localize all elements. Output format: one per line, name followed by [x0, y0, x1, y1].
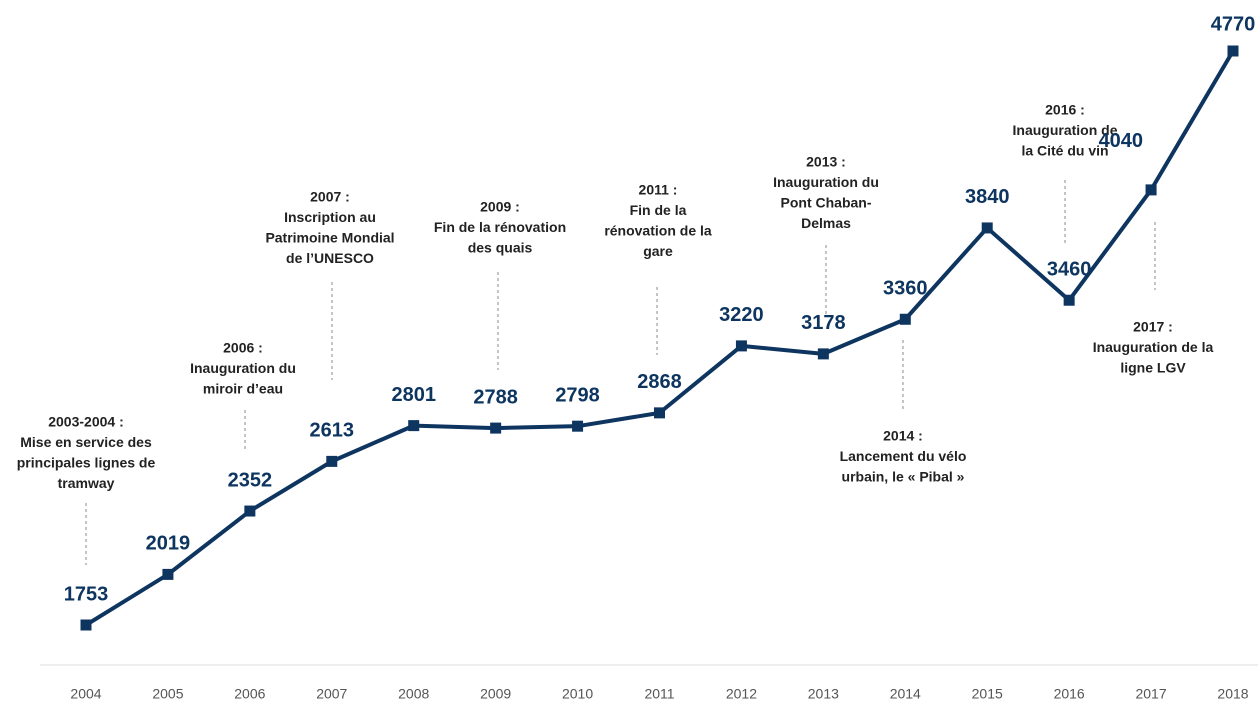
annotation-text: Delmas [801, 215, 851, 231]
annotation-text: principales lignes de [17, 455, 156, 471]
point [326, 455, 338, 467]
x-tick-label: 2013 [808, 686, 839, 702]
point [1145, 184, 1157, 196]
data-label: 2613 [310, 420, 355, 442]
annotation-text: 2014 : [883, 428, 923, 444]
point [490, 422, 502, 434]
point [162, 568, 174, 580]
annotation-text: 2007 : [310, 189, 350, 205]
x-tick-label: 2004 [70, 686, 101, 702]
data-label: 3840 [965, 186, 1010, 208]
annotation-text: Pont Chaban- [781, 195, 872, 211]
point [1227, 45, 1239, 57]
annotation-text: urbain, le « Pibal » [842, 469, 965, 485]
annotation-text: Inscription au [284, 209, 376, 225]
x-tick-label: 2015 [972, 686, 1003, 702]
annotation-text: Inauguration de [1013, 122, 1118, 138]
point [408, 420, 420, 432]
data-label: 3460 [1047, 259, 1092, 281]
annotation-text: 2013 : [806, 154, 846, 170]
data-label: 1753 [64, 583, 109, 605]
annotation-text: gare [643, 243, 673, 259]
annotation-text: la Cité du vin [1021, 143, 1108, 159]
point [244, 505, 256, 517]
data-label: 4770 [1211, 13, 1256, 35]
annotation-text: Mise en service des [20, 434, 152, 450]
x-tick-label: 2009 [480, 686, 511, 702]
x-tick-label: 2008 [398, 686, 429, 702]
annotation-text: de l’UNESCO [286, 250, 374, 266]
data-label: 2788 [473, 386, 518, 408]
data-label: 2798 [555, 384, 600, 406]
annotation-text: 2003-2004 : [48, 414, 124, 430]
annotation-text: ligne LGV [1120, 360, 1186, 376]
data-label: 3360 [883, 278, 928, 300]
x-tick-label: 2012 [726, 686, 757, 702]
point [80, 619, 92, 631]
point [899, 313, 911, 325]
annotation-text: Inauguration du [190, 360, 296, 376]
annotation-text: tramway [58, 475, 115, 491]
x-tick-label: 2011 [644, 686, 674, 702]
x-tick-label: 2010 [562, 686, 593, 702]
x-tick-label: 2006 [234, 686, 265, 702]
data-label: 3220 [719, 304, 764, 326]
annotation-text: 2006 : [223, 340, 263, 356]
x-tick-label: 2007 [316, 686, 347, 702]
point [654, 407, 665, 419]
annotation-text: 2009 : [480, 199, 520, 215]
x-tick-label: 2017 [1135, 686, 1166, 702]
data-label: 2019 [146, 533, 191, 555]
x-tick-label: 2018 [1217, 686, 1248, 702]
x-tick-label: 2005 [152, 686, 183, 702]
point [735, 340, 747, 352]
annotation-text: Fin de la [630, 202, 687, 218]
point [572, 420, 584, 432]
annotation-text: Patrimoine Mondial [265, 230, 394, 246]
annotation-text: Inauguration de la [1093, 339, 1214, 355]
annotation-text: rénovation de la [604, 223, 712, 239]
annotation-text: Fin de la rénovation [434, 219, 566, 235]
annotation-text: miroir d’eau [203, 381, 283, 397]
x-tick-label: 2016 [1054, 686, 1085, 702]
point [981, 222, 993, 234]
data-label: 2868 [637, 371, 682, 393]
point [1063, 294, 1075, 306]
data-label: 4040 [1099, 130, 1144, 152]
annotation-text: 2017 : [1133, 319, 1173, 335]
data-label: 3178 [801, 312, 846, 334]
point [817, 348, 829, 360]
annotation-text: 2016 : [1045, 102, 1085, 118]
annotation-text: Inauguration du [773, 174, 879, 190]
x-tick-label: 2014 [890, 686, 921, 702]
annotation-text: 2011 : [639, 182, 678, 198]
data-label: 2801 [391, 384, 436, 406]
annotation-text: Lancement du vélo [840, 448, 967, 464]
data-label: 2352 [228, 469, 273, 491]
annotation-text: des quais [468, 240, 533, 256]
